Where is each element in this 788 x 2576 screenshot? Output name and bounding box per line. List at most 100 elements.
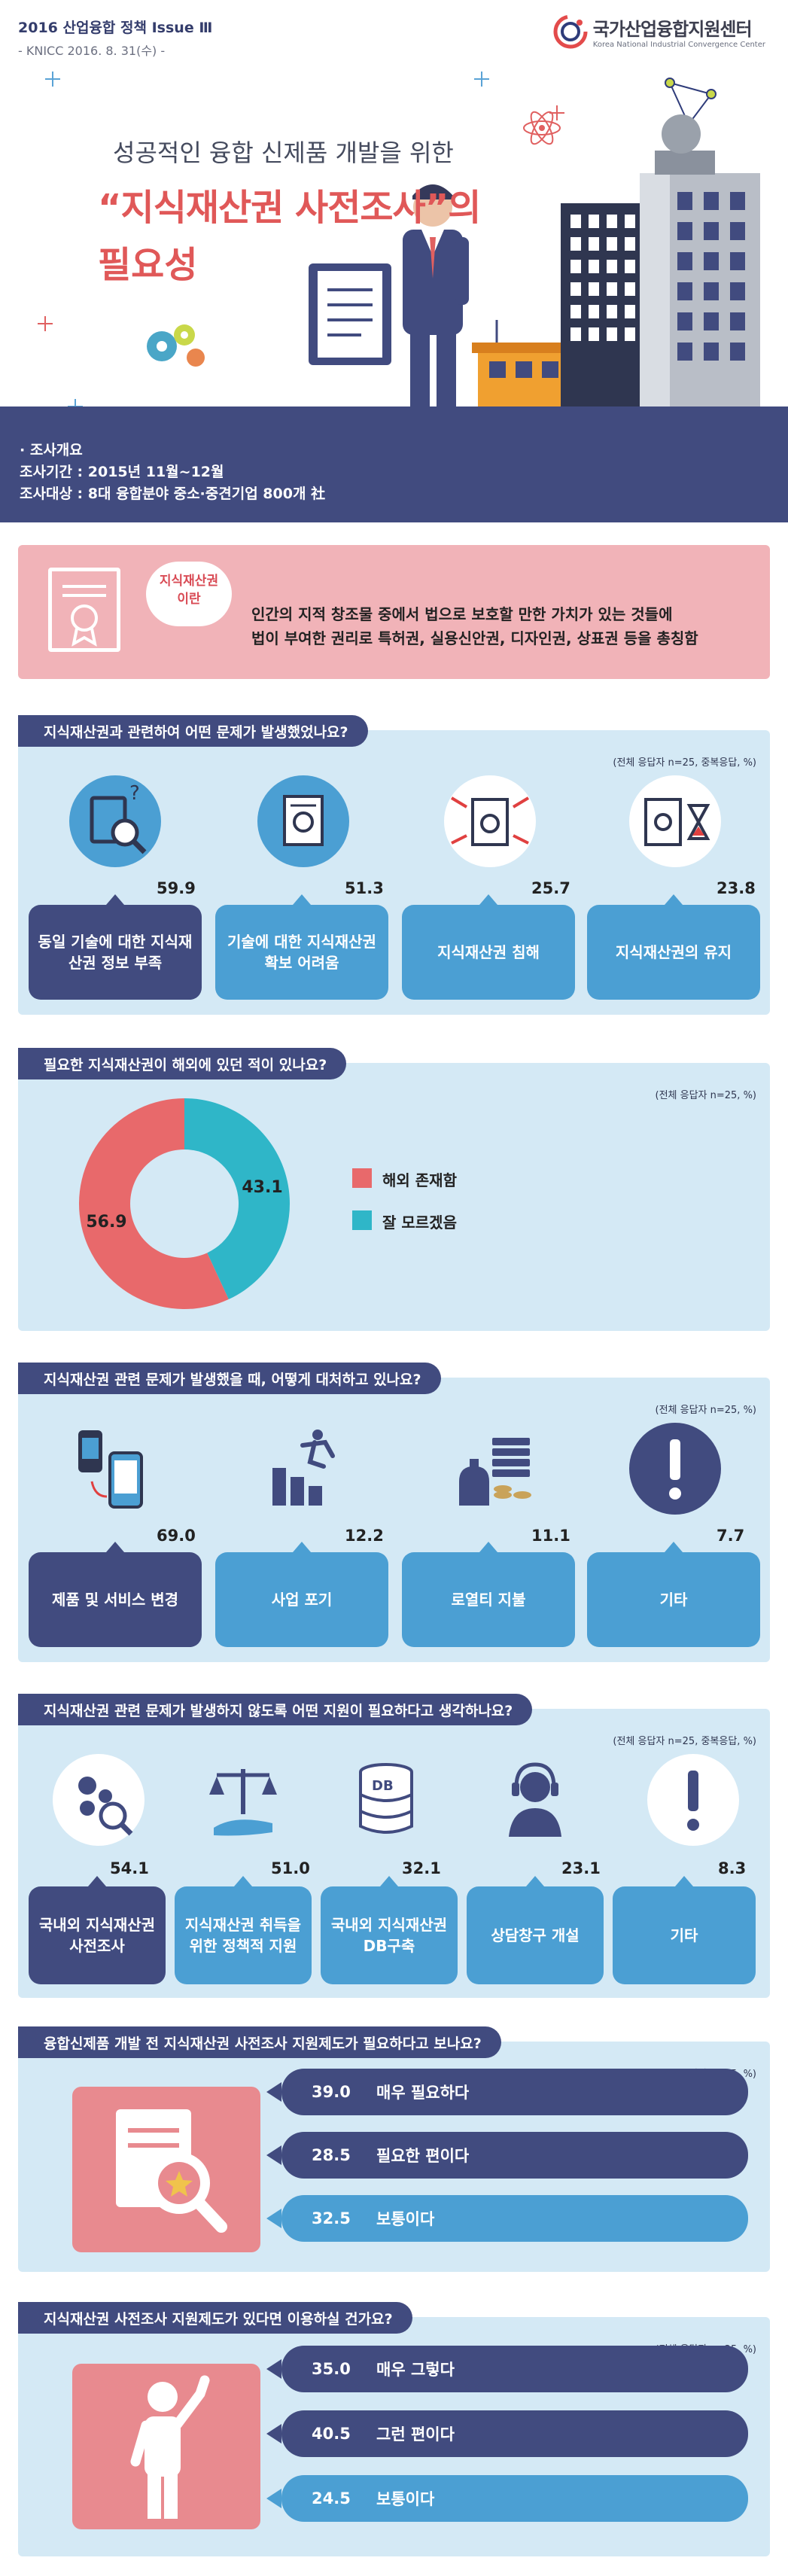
q3-value-1: 69.0 <box>157 1527 196 1545</box>
q1-note: (전체 응답자 n=25, 중복응답, %) <box>613 757 756 769</box>
survey-target: 조사대상 : 8대 융합분야 중소·중견기업 800개 社 <box>20 486 326 502</box>
falling-chart-icon <box>257 1423 349 1515</box>
donut-label-unknown: 43.1 <box>242 1178 282 1197</box>
infringement-icon <box>444 775 536 867</box>
scale-icon <box>197 1754 289 1846</box>
q1-value-3: 25.7 <box>531 879 570 897</box>
donut-slice-overseas <box>78 1098 229 1309</box>
database-icon: DB <box>340 1754 432 1846</box>
hourglass-icon <box>629 775 721 867</box>
q5-answer-3: 32.5 보통이다 <box>266 2195 748 2242</box>
q4-value-1: 54.1 <box>110 1859 149 1877</box>
q5-answer-1-value: 39.0 <box>312 2083 351 2101</box>
q5-answer-3-value: 32.5 <box>312 2209 351 2227</box>
headset-icon <box>489 1754 581 1846</box>
knicc-logo: 국가산업융합지원센터 Korea National Industrial Con… <box>552 14 765 50</box>
q4-value-5: 8.3 <box>718 1859 747 1877</box>
q4-question: 지식재산권 관련 문제가 발생하지 않도록 어떤 지원이 필요하다고 생각하나요… <box>18 1694 533 1725</box>
definition-box: 지식재산권 이란 인간의 지적 창조물 중에서 법으로 보호할 만한 가치가 있… <box>18 545 770 679</box>
q5-question: 융합신제품 개발 전 지식재산권 사전조사 지원제도가 필요하다고 보나요? <box>18 2026 501 2058</box>
header: 2016 산업융합 정책 Issue Ⅲ - KNICC 2016. 8. 31… <box>0 0 788 429</box>
survey-period: 조사기간 : 2015년 11월~12월 <box>20 464 224 480</box>
subtitle: 성공적인 융합 신제품 개발을 위한 <box>113 139 454 167</box>
money-icon <box>444 1423 536 1515</box>
q3-card-2: 사업 포기 <box>215 1542 388 1647</box>
q6-answer-1: 35.0 매우 그렇다 <box>266 2346 748 2392</box>
q1-card-4: 지식재산권의 유지 <box>587 894 760 1000</box>
q4-card-5: 기타 <box>613 1876 756 1984</box>
q3-card-3: 로열티 지불 <box>402 1542 575 1647</box>
q6-answer-2: 40.5 그런 편이다 <box>266 2410 748 2457</box>
issue-label: 2016 산업융합 정책 Issue Ⅲ <box>18 20 213 36</box>
q4-card-2: 지식재산권 취득을 위한 정책적 지원 <box>175 1876 312 1984</box>
q6-answer-2-label: 그런 편이다 <box>376 2425 455 2444</box>
q1-card-3: 지식재산권 침해 <box>402 894 575 1000</box>
certificate-icon <box>48 568 120 652</box>
q5-answer-3-label: 보통이다 <box>376 2210 435 2228</box>
issue-date: - KNICC 2016. 8. 31(수) - <box>18 44 166 58</box>
svg-text:?: ? <box>129 782 140 805</box>
legend-overseas: 해외 존재함 <box>382 1171 457 1189</box>
knicc-logo-icon <box>553 14 588 49</box>
phone-change-icon <box>69 1423 161 1515</box>
q4-value-3: 32.1 <box>402 1859 441 1877</box>
bubble-line2: 이란 <box>177 592 201 607</box>
q6-answer-3: 24.5 보통이다 <box>266 2475 748 2522</box>
q3-card-1: 제품 및 서비스 변경 <box>29 1542 202 1647</box>
q6-illustration <box>72 2364 260 2529</box>
q4-note: (전체 응답자 n=25, 중복응답, %) <box>613 1736 756 1747</box>
person-raising-hand-icon <box>130 2375 210 2519</box>
q5-answer-2-value: 28.5 <box>312 2146 351 2164</box>
q2-question: 필요한 지식재산권이 해외에 있던 적이 있나요? <box>18 1048 347 1079</box>
donut-label-overseas: 56.9 <box>86 1213 126 1232</box>
q4-card-4: 상담창구 개설 <box>467 1876 604 1984</box>
document-search-icon: ? <box>69 775 161 867</box>
q4-card-3: 국내외 지식재산권 DB구축 <box>321 1876 458 1984</box>
q1-card-2: 기술에 대한 지식재산권 확보 어려움 <box>215 894 388 1000</box>
q1-value-2: 51.3 <box>345 879 384 897</box>
q6-answer-3-label: 보통이다 <box>376 2490 435 2508</box>
certificate-icon <box>257 775 349 867</box>
q4-card-1: 국내외 지식재산권 사전조사 <box>29 1876 166 1984</box>
donut-slice-unknown <box>184 1098 290 1300</box>
q5-illustration <box>72 2087 260 2252</box>
definition-bubble: 지식재산권 이란 <box>146 562 232 626</box>
ground-band <box>0 406 788 429</box>
survey-overview: · 조사개요 조사기간 : 2015년 11월~12월 조사대상 : 8대 융합… <box>0 429 788 522</box>
legend-swatch-unknown <box>352 1210 372 1230</box>
definition-line1: 인간의 지적 창조물 중에서 법으로 보호할 만한 가치가 있는 것들에 <box>251 605 673 623</box>
q5-answer-2-label: 필요한 편이다 <box>376 2147 470 2165</box>
q6-answer-3-value: 24.5 <box>312 2489 351 2507</box>
survey-heading: · 조사개요 <box>20 442 83 458</box>
logo-subtitle: Korea National Industrial Convergence Ce… <box>592 41 765 49</box>
logo-title: 국가산업융합지원센터 <box>592 19 753 40</box>
q2-note: (전체 응답자 n=25, %) <box>655 1090 757 1101</box>
q4-section: 지식재산권 관련 문제가 발생하지 않도록 어떤 지원이 필요하다고 생각하나요… <box>18 1694 770 1998</box>
q3-value-4: 7.7 <box>717 1527 745 1545</box>
q6-section: 지식재산권 사전조사 지원제도가 있다면 이용하실 건가요? (전체 응답자 n… <box>18 2302 770 2556</box>
legend-swatch-overseas <box>352 1168 372 1188</box>
q6-answer-2-value: 40.5 <box>312 2425 351 2443</box>
q1-value-1: 59.9 <box>157 879 196 897</box>
q1-card-1: 동일 기술에 대한 지식재산권 정보 부족 <box>29 894 202 1000</box>
q1-value-4: 23.8 <box>717 879 756 897</box>
q5-answer-2: 28.5 필요한 편이다 <box>266 2132 748 2179</box>
q1-question: 지식재산권과 관련하여 어떤 문제가 발생했었나요? <box>18 715 368 747</box>
q6-answer-1-label: 매우 그렇다 <box>376 2361 455 2379</box>
legend-unknown: 잘 모르겠음 <box>382 1213 457 1232</box>
document-magnifier-icon <box>116 2109 227 2233</box>
definition-text: 인간의 지적 창조물 중에서 법으로 보호할 만한 가치가 있는 것들에 법이 … <box>251 602 698 650</box>
exclamation-icon <box>629 1423 721 1515</box>
q3-value-2: 12.2 <box>345 1527 384 1545</box>
q3-card-4: 기타 <box>587 1542 760 1647</box>
header-decoration <box>38 72 760 406</box>
q2-section: 필요한 지식재산권이 해외에 있던 적이 있나요? (전체 응답자 n=25, … <box>18 1048 770 1331</box>
gears-search-icon <box>53 1754 145 1846</box>
q3-value-3: 11.1 <box>531 1527 570 1545</box>
donut-chart: 43.1 56.9 <box>78 1098 290 1309</box>
bubble-line1: 지식재산권 <box>159 574 219 589</box>
q1-section: 지식재산권과 관련하여 어떤 문제가 발생했었나요? (전체 응답자 n=25,… <box>18 715 770 1015</box>
exclamation-icon <box>647 1754 739 1846</box>
q4-value-2: 51.0 <box>271 1859 310 1877</box>
